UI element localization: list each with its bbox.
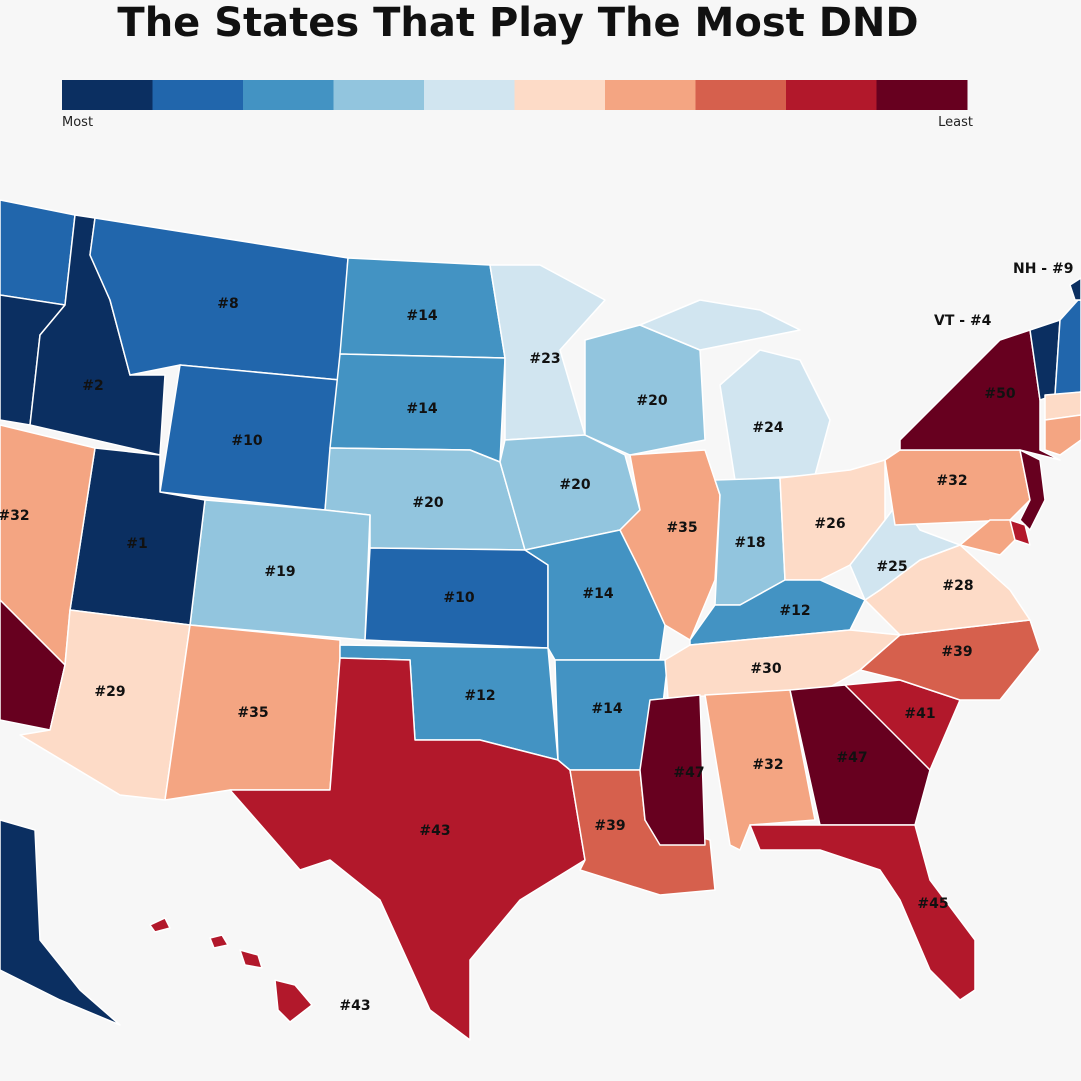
state-label: #14 (406, 308, 437, 324)
map-title: The States That Play The Most DND (117, 0, 918, 46)
state (489, 264, 606, 441)
state-label: #41 (904, 706, 935, 722)
legend-swatch (605, 80, 696, 110)
state-label: #26 (814, 516, 845, 532)
state-label: #35 (237, 705, 268, 721)
state-label: #20 (636, 393, 667, 409)
state-label: #18 (734, 535, 765, 551)
state-label: #39 (941, 644, 972, 660)
legend-swatch (514, 80, 606, 110)
state (749, 824, 976, 1001)
state-label: #43 (419, 823, 450, 839)
state-label: #14 (591, 701, 622, 717)
state-label: #32 (0, 508, 30, 524)
legend-swatch (695, 80, 787, 110)
state (0, 819, 121, 1026)
legend-swatch (152, 80, 244, 110)
state-label: #12 (779, 603, 810, 619)
state-label: #20 (412, 495, 443, 511)
states (0, 199, 1081, 1041)
state (229, 657, 586, 1041)
legend-low-label: Most (62, 115, 93, 130)
state-label: #10 (443, 590, 474, 606)
state-label: #1 (126, 536, 147, 552)
state-label: #30 (750, 661, 781, 677)
state-label: #24 (752, 420, 783, 436)
state-label: #47 (836, 750, 867, 766)
state-label: #29 (94, 684, 125, 700)
state-label: #12 (464, 688, 495, 704)
state-label: #28 (942, 578, 973, 594)
state (149, 917, 313, 1023)
state-label: #14 (406, 401, 437, 417)
state (959, 519, 1016, 556)
legend-high-label: Least (938, 115, 973, 130)
state-label: #32 (752, 757, 783, 773)
state (619, 449, 721, 641)
state-labels: #2 #8 #10 #14 #14 #20 #19 #1 #32 #29 #35 #10 #12 #43 #… (0, 296, 1016, 1014)
legend-swatch (62, 80, 153, 110)
state-label: #32 (936, 473, 967, 489)
legend (62, 80, 968, 110)
state-label: #8 (217, 296, 238, 312)
state-label: #23 (529, 351, 560, 367)
state (639, 694, 706, 846)
state-label: #14 (582, 586, 613, 602)
state-label: #2 (82, 378, 103, 394)
state (1019, 449, 1046, 531)
state (1054, 299, 1081, 396)
state (0, 199, 76, 306)
legend-swatch (333, 80, 425, 110)
callout: VT - #4 (934, 313, 992, 329)
state-label: #47 (673, 765, 704, 781)
state (1009, 519, 1031, 546)
state-label: #43 (339, 998, 370, 1014)
state-label: #20 (559, 477, 590, 493)
legend-swatch (424, 80, 515, 110)
state (1044, 391, 1081, 421)
legend-swatch (786, 80, 877, 110)
state-label: #50 (984, 386, 1015, 402)
state-label: #25 (876, 559, 907, 575)
state-label: #10 (231, 433, 262, 449)
state-label: #45 (917, 896, 948, 912)
legend-swatch (876, 80, 968, 110)
state (1044, 414, 1081, 456)
state-label: #35 (666, 520, 697, 536)
state-label: #19 (264, 564, 295, 580)
legend-swatch (243, 80, 334, 110)
state (1069, 277, 1081, 301)
state-label: #39 (594, 818, 625, 834)
callout: NH - #9 (1013, 261, 1073, 277)
state (859, 619, 1041, 701)
state (899, 329, 1061, 461)
